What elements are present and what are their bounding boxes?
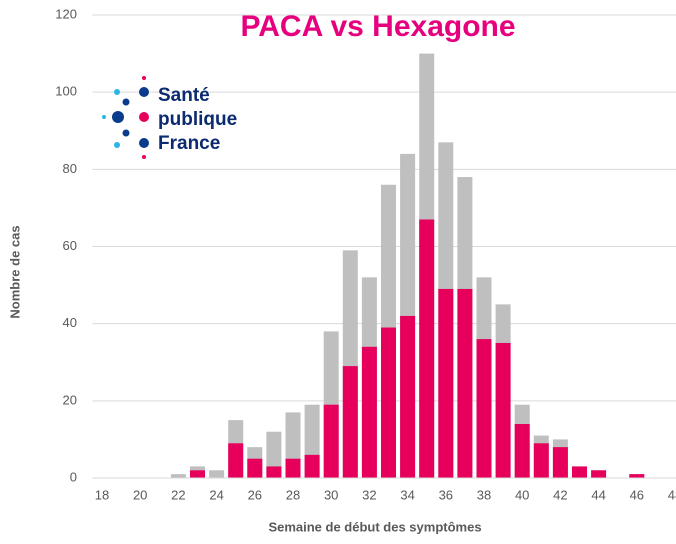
bar [361,346,377,478]
chart-title: PACA vs Hexagone [240,10,515,43]
x-tick-label: 30 [324,487,338,502]
bar [629,474,645,478]
y-tick-label: 100 [55,84,77,99]
bar [552,447,568,478]
bar [457,288,473,478]
x-tick-label: 34 [400,487,414,502]
bar [381,327,396,478]
y-tick-label: 120 [55,6,77,21]
bar [285,458,301,478]
x-tick-label: 26 [248,487,262,502]
bar [495,342,511,478]
y-axis-title: Nombre de cas [7,225,22,318]
logo-dots [102,76,149,159]
bar [247,458,263,478]
y-tick-label: 80 [63,161,77,176]
bar [323,404,339,478]
x-tick-label: 38 [477,487,491,502]
bar [209,470,225,478]
bar [533,443,549,478]
x-tick-label: 32 [362,487,376,502]
x-tick-label: 46 [630,487,644,502]
x-tick-label: 48 [668,487,676,502]
bar [572,466,587,478]
y-tick-label: 20 [63,392,77,407]
bar [190,470,205,478]
x-tick-label: 42 [553,487,567,502]
y-tick-label: 60 [63,238,77,253]
bar [591,470,607,478]
logo-text: Santé [158,85,210,106]
x-tick-label: 40 [515,487,529,502]
bar [266,466,282,478]
logo-text: France [158,133,220,154]
bar [419,219,435,478]
x-tick-label: 36 [439,487,453,502]
logo-text: publique [158,109,237,130]
y-tick-label: 40 [63,315,77,330]
bar [438,288,454,478]
bar [400,315,416,478]
x-tick-label: 28 [286,487,300,502]
y-tick-label: 0 [70,469,77,484]
x-tick-label: 22 [171,487,185,502]
bar [476,339,492,478]
logo: Santé publique France [102,76,237,159]
bar [304,454,320,478]
x-tick-label: 20 [133,487,147,502]
bar [228,443,244,478]
x-tick-label: 18 [95,487,109,502]
x-tick-label: 44 [591,487,605,502]
bar [170,474,186,478]
x-tick-label: 24 [209,487,223,502]
bar [514,423,530,478]
x-axis-title: Semaine de début des symptômes [268,519,481,534]
bar [342,366,358,478]
